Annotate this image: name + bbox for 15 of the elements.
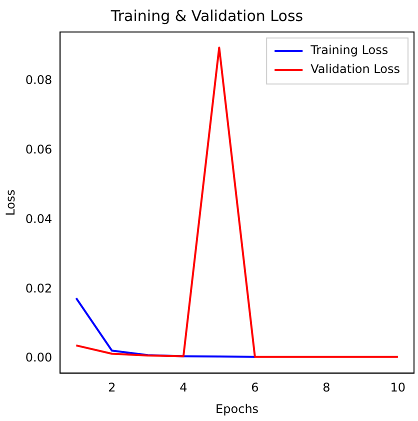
x-tick-label: 6 (251, 380, 259, 395)
x-axis-title: Epochs (216, 402, 259, 416)
legend-label: Validation Loss (310, 62, 400, 76)
x-tick-label: 4 (180, 380, 188, 395)
y-axis-title: Loss (3, 189, 18, 216)
y-tick-label: 0.08 (25, 73, 52, 88)
x-tick-label: 2 (108, 380, 116, 395)
y-tick-label: 0.00 (25, 350, 52, 365)
y-tick-label: 0.02 (25, 281, 52, 296)
x-tick-label: 10 (390, 380, 406, 395)
y-tick-label: 0.06 (25, 142, 52, 156)
x-tick-label: 8 (322, 380, 330, 395)
legend-label: Training Loss (310, 43, 388, 58)
chart-title: Training & Validation Loss (110, 6, 304, 25)
y-tick-label: 0.04 (25, 212, 52, 226)
